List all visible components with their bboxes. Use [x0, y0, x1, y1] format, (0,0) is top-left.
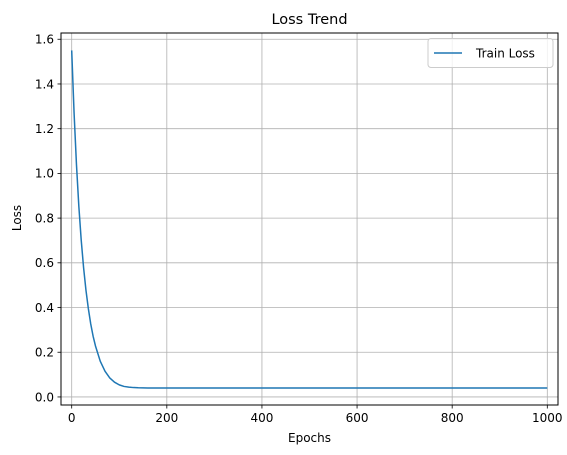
y-tick-label: 0.4	[35, 301, 54, 315]
y-tick-label: 0.8	[35, 211, 54, 225]
x-tick-label: 600	[346, 411, 369, 425]
y-tick-label: 0.0	[35, 390, 54, 404]
series-line-train-loss	[70, 50, 548, 389]
x-tick-label: 800	[441, 411, 464, 425]
x-tick-label: 0	[68, 411, 76, 425]
x-axis-title: Epochs	[288, 431, 331, 445]
legend-label-train-loss: Train Loss	[475, 47, 535, 61]
axis-ticks: 0 200 400 600 800 1000 0.0 0.2 0.4 0.6 0.8 1.0 1.2 1.…	[35, 33, 563, 425]
x-tick-label: 200	[155, 411, 178, 425]
y-tick-label: 1.0	[35, 167, 54, 181]
legend-box	[427, 38, 554, 68]
plot-area-frame	[60, 32, 559, 406]
legend: Train Loss	[427, 38, 554, 68]
chart-title: Loss Trend	[271, 12, 347, 28]
x-tick-label: 400	[250, 411, 273, 425]
y-tick-label: 1.4	[35, 77, 54, 91]
y-axis-title: Loss	[10, 205, 24, 231]
y-tick-label: 0.6	[35, 256, 54, 270]
series-layer	[70, 50, 548, 389]
x-tick-label: 1000	[532, 411, 563, 425]
y-tick-label: 1.2	[35, 122, 54, 136]
y-tick-label: 1.6	[35, 33, 54, 47]
y-tick-label: 0.2	[35, 346, 54, 360]
grid	[61, 33, 558, 405]
